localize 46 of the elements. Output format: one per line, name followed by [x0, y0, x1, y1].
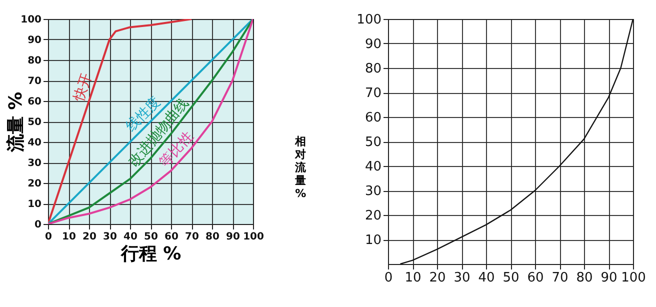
- y-tick-label: 20: [28, 178, 42, 190]
- y-tick-label: 80: [364, 62, 382, 76]
- x-tick-label: 0: [45, 232, 52, 242]
- x-tick-label: 10: [62, 232, 76, 242]
- x-tick-label: 0: [384, 270, 393, 286]
- y-tick-label: 30: [364, 184, 382, 199]
- x-tick-label: 100: [243, 232, 264, 242]
- y-tick-label: 70: [28, 76, 42, 87]
- x-tick-label: 90: [226, 232, 240, 242]
- x-tick-label: 90: [600, 270, 618, 286]
- y-tick-label: 100: [356, 12, 382, 28]
- x-tick-label: 60: [164, 232, 178, 242]
- x-tick-label: 20: [429, 270, 446, 286]
- y-tick-label: 50: [364, 135, 382, 150]
- y-tick-label: 30: [28, 158, 42, 169]
- y-axis-title: 流量 %: [6, 92, 27, 154]
- text: 快开: [70, 71, 96, 104]
- y-tick-label: 0: [34, 220, 42, 230]
- y-tick-label: 60: [28, 96, 42, 108]
- x-tick-label: 20: [82, 232, 96, 242]
- y-tick-label: 100: [20, 14, 42, 26]
- x-tick-label: 40: [124, 232, 138, 242]
- x-tick-label: 100: [621, 270, 646, 286]
- x-tick-label: 50: [144, 232, 158, 242]
- y-tick-label: 20: [364, 208, 382, 224]
- y-tick-label: 70: [364, 86, 382, 101]
- y-tick-label: 60: [364, 110, 382, 126]
- y-axis-title: 相对流量%: [294, 135, 308, 200]
- x-tick-label: 30: [103, 232, 117, 242]
- x-tick-label: 70: [552, 270, 568, 286]
- x-axis-title: 行程 %: [120, 244, 182, 264]
- y-tick-label: 90: [364, 37, 382, 52]
- y-tick-label: 10: [28, 199, 42, 210]
- x-tick-label: 80: [206, 232, 220, 242]
- y-tick-label: 50: [28, 117, 42, 128]
- x-tick-label: 50: [502, 270, 520, 286]
- y-tick-label: 40: [28, 138, 42, 148]
- x-tick-label: 70: [185, 232, 199, 242]
- x-tick-label: 40: [478, 270, 495, 286]
- x-tick-label: 30: [454, 270, 470, 286]
- x-tick-label: 80: [576, 270, 593, 286]
- x-tick-label: 60: [527, 270, 544, 286]
- y-tick-label: 90: [28, 35, 42, 46]
- y-tick-label: 40: [364, 160, 382, 174]
- y-tick-label: 80: [28, 56, 42, 66]
- x-tick-label: 10: [404, 270, 422, 286]
